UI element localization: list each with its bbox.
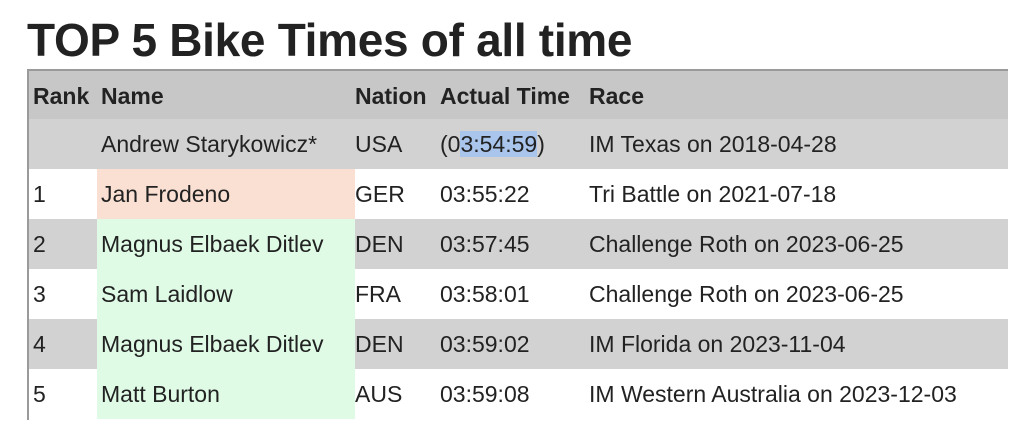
cell-race[interactable]: Tri Battle on 2021-07-18 [589, 181, 837, 207]
time-suffix: ) [537, 131, 545, 157]
header-name: Name [101, 83, 164, 109]
cell-actual-time: 03:59:08 [440, 381, 530, 407]
header-nation: Nation [355, 83, 427, 109]
table-header-row: Rank Name Nation Actual Time Race [29, 71, 1008, 119]
cell-name[interactable]: Magnus Elbaek Ditlev [97, 319, 355, 369]
cell-nation: FRA [355, 281, 401, 307]
cell-rank: 3 [33, 281, 46, 307]
time-prefix: (0 [440, 131, 461, 157]
bike-times-table: Rank Name Nation Actual Time Race Andrew… [27, 69, 1008, 420]
cell-rank: 2 [33, 231, 46, 257]
cell-actual-time: 03:55:22 [440, 181, 530, 207]
table-row-special: Andrew Starykowicz* USA (03:54:59) IM Te… [29, 119, 1008, 169]
cell-nation: USA [355, 131, 403, 157]
cell-rank: 1 [33, 181, 46, 207]
cell-race[interactable]: IM Florida on 2023-11-04 [589, 331, 846, 357]
table-row: 1 Jan Frodeno GER 03:55:22 Tri Battle on… [29, 169, 1008, 219]
cell-race[interactable]: IM Texas on 2018-04-28 [589, 131, 837, 157]
cell-rank: 5 [33, 381, 46, 407]
selected-text[interactable]: 3:54:59 [460, 131, 538, 157]
table-row: 4 Magnus Elbaek Ditlev DEN 03:59:02 IM F… [29, 319, 1008, 369]
cell-nation: GER [355, 181, 405, 207]
cell-rank: 4 [33, 331, 46, 357]
cell-actual-time: 03:59:02 [440, 331, 530, 357]
header-rank: Rank [33, 83, 90, 109]
cell-name[interactable]: Matt Burton [97, 369, 355, 419]
cell-actual-time: 03:57:45 [440, 231, 530, 257]
cell-race[interactable]: Challenge Roth on 2023-06-25 [589, 231, 904, 257]
cell-actual-time[interactable]: (03:54:59) [440, 119, 586, 169]
cell-nation: AUS [355, 381, 403, 407]
cell-name[interactable]: Sam Laidlow [97, 269, 355, 319]
cell-actual-time: 03:58:01 [440, 281, 530, 307]
header-race: Race [589, 83, 644, 109]
cell-name[interactable]: Magnus Elbaek Ditlev [97, 219, 355, 269]
cell-name[interactable]: Andrew Starykowicz* [101, 131, 318, 157]
cell-race[interactable]: IM Western Australia on 2023-12-03 [589, 381, 957, 407]
cell-race[interactable]: Challenge Roth on 2023-06-25 [589, 281, 904, 307]
cell-nation: DEN [355, 231, 404, 257]
table-row: 2 Magnus Elbaek Ditlev DEN 03:57:45 Chal… [29, 219, 1008, 269]
cell-nation: DEN [355, 331, 404, 357]
table-row: 5 Matt Burton AUS 03:59:08 IM Western Au… [29, 369, 1008, 419]
header-actual-time: Actual Time [440, 83, 570, 109]
page-title: TOP 5 Bike Times of all time [27, 14, 633, 66]
cell-rank [33, 119, 95, 169]
table-row: 3 Sam Laidlow FRA 03:58:01 Challenge Rot… [29, 269, 1008, 319]
cell-name[interactable]: Jan Frodeno [97, 169, 355, 219]
